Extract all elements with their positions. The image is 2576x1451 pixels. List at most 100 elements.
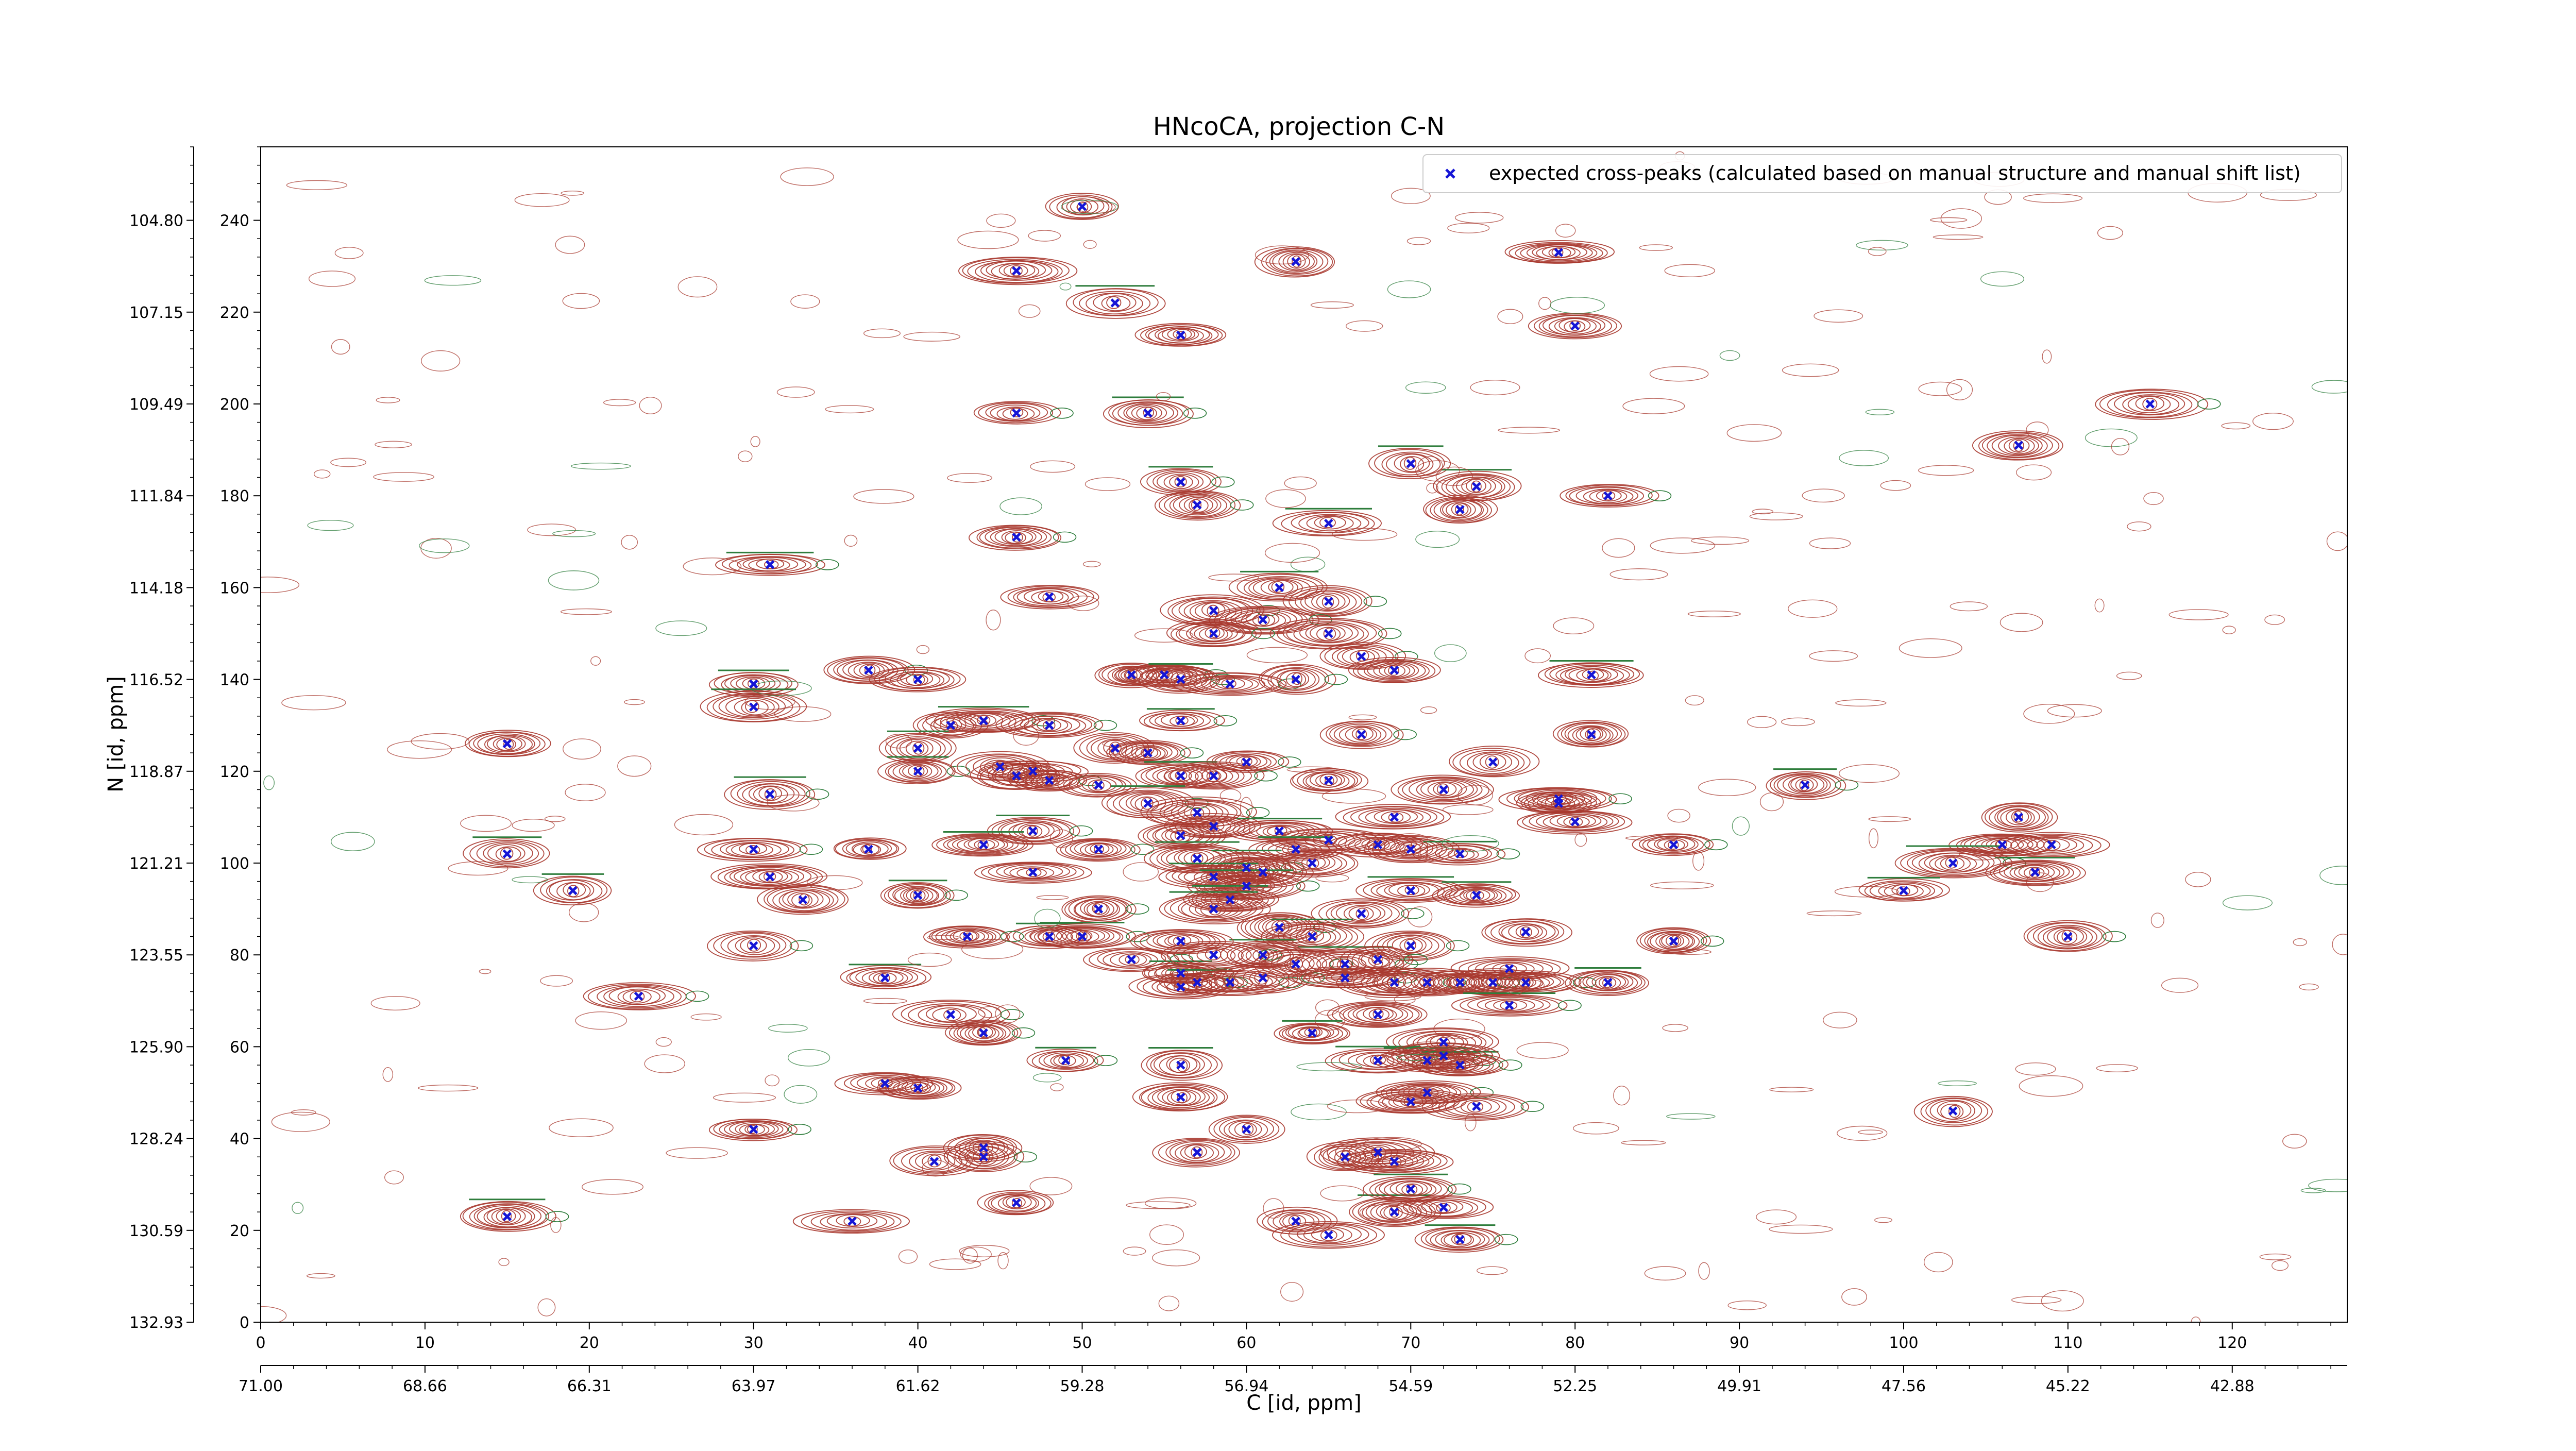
contour-ring (899, 763, 939, 780)
contour-ring (1126, 403, 1167, 422)
y-ppm-tick-label: 104.80 (129, 212, 183, 230)
contour-ring (952, 836, 1014, 853)
noise-contour (1802, 488, 1845, 503)
peak-marker (1948, 858, 1958, 868)
contour-ring (1210, 627, 1221, 638)
noise-contour (1841, 1288, 1867, 1306)
contour-ring (1989, 804, 2049, 831)
noise-contour (2252, 412, 2294, 430)
peak-marker (1948, 1106, 1958, 1116)
legend-marker (1445, 168, 1455, 179)
noise-contour (330, 458, 366, 467)
contour-ring (1520, 792, 1597, 814)
noise-contour (674, 814, 734, 836)
contour-ring (906, 888, 929, 903)
contour-ring (888, 761, 947, 783)
noise-contour (1315, 873, 1349, 883)
noise-contour (1759, 792, 1784, 812)
contour-ring (1298, 514, 1362, 533)
contour-ring (1431, 1094, 1524, 1120)
contour-ring (1276, 852, 1347, 875)
contour-ring (1234, 966, 1290, 988)
contour-ring (974, 862, 1092, 884)
negative-contour-ring (1180, 747, 1204, 758)
contour-ring (1269, 249, 1324, 274)
peak-marker (1258, 973, 1268, 983)
negative-contour-ring (1258, 949, 1282, 960)
peak-marker (1389, 813, 1399, 822)
negative-contour-ring (1393, 729, 1417, 740)
contour-ring (1552, 720, 1629, 748)
contour-ring (903, 887, 934, 904)
contour-ring (708, 672, 799, 697)
contour-ring (1007, 769, 1028, 783)
noise-contour (1152, 1249, 1200, 1267)
contour-ring (1023, 588, 1074, 605)
contour-ring (1133, 666, 1193, 683)
noise-contour (978, 1006, 1001, 1018)
contour-ring (1173, 494, 1222, 516)
y-ppm-tick-label: 111.84 (129, 487, 183, 505)
peak-marker (1587, 670, 1596, 680)
noise-contour (2015, 1062, 2056, 1076)
peak-marker (1373, 955, 1383, 964)
contour-ring (1305, 623, 1353, 643)
contour-ring (2018, 836, 2084, 855)
noise-contour (1732, 816, 1750, 836)
peak-marker (1012, 771, 1021, 781)
peak-marker (1308, 932, 1317, 941)
peak-marker (880, 1078, 890, 1088)
negative-contour-ring (1053, 531, 1077, 543)
x-ppm-tick-label: 59.28 (1060, 1377, 1105, 1395)
contour-ring (1229, 965, 1298, 991)
noise-contour (1662, 1024, 1688, 1032)
noise-contour (1874, 1217, 1893, 1223)
noise-contour (1434, 644, 1467, 662)
noise-contour (655, 620, 707, 636)
contour-ring (975, 260, 1059, 283)
noise-contour (1036, 895, 1069, 900)
noise-contour (853, 489, 914, 504)
contour-ring (1314, 1143, 1379, 1171)
noise-contour (555, 235, 585, 254)
contour-ring (1174, 943, 1252, 967)
noise-contour (2299, 983, 2319, 991)
x-tick-label: 70 (1401, 1334, 1420, 1352)
peak-marker (1176, 982, 1185, 992)
contour-ring (608, 986, 666, 1005)
contour-ring (1389, 1156, 1402, 1167)
peak-marker (848, 1217, 857, 1226)
contour-ring (1306, 772, 1350, 790)
peak-marker (1472, 1102, 1481, 1111)
noise-contour (1030, 460, 1076, 473)
contour-ring (710, 863, 828, 890)
noise-contour (1814, 309, 1863, 323)
noise-contour (1650, 537, 1716, 554)
contour-ring (1199, 627, 1229, 642)
peak-marker (1439, 1051, 1448, 1060)
contour-ring (1370, 1202, 1417, 1222)
peak-marker (1209, 771, 1218, 781)
noise-contour (1834, 886, 1899, 898)
peak-marker (1570, 817, 1580, 826)
contour-ring (1433, 499, 1484, 521)
contour-ring (1195, 900, 1233, 918)
contour-ring (1368, 836, 1454, 862)
contour-ring (1165, 1140, 1232, 1165)
contour-ring (1452, 748, 1531, 777)
contour-ring (801, 1210, 902, 1233)
noise-contour (2264, 614, 2285, 625)
contour-ring (1274, 1022, 1350, 1044)
noise-contour (307, 519, 354, 531)
contour-ring (622, 989, 652, 1004)
noise-contour (1727, 1300, 1767, 1310)
contour-ring (1453, 1098, 1500, 1115)
contour-ring (1470, 891, 1480, 901)
contour-ring (2095, 389, 2209, 420)
contour-ring (1399, 938, 1423, 953)
noise-contour (1918, 381, 1962, 396)
contour-ring (1430, 498, 1488, 522)
contour-ring (1045, 193, 1119, 220)
noise-contour (1417, 456, 1443, 476)
peak-marker (1521, 927, 1531, 937)
